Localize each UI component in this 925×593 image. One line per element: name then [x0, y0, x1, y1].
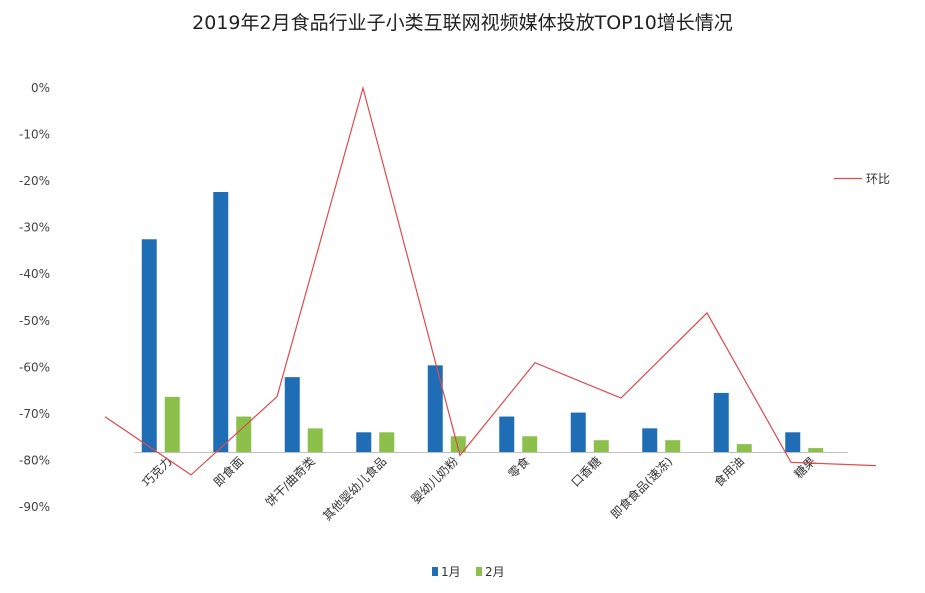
x-tick-label: 零食 — [505, 454, 533, 482]
bar-jan — [356, 432, 372, 452]
line-huanbi — [104, 85, 877, 476]
x-tick-label: 口香糖 — [568, 454, 604, 490]
bar-feb — [164, 396, 180, 452]
y-tick-label: -90% — [19, 500, 50, 514]
bar-jan — [213, 192, 229, 452]
bar-jan — [713, 392, 729, 452]
y-axis: 0% -10% -20% -30% -40% -50% -60% -70% -80% -90% — [19, 81, 50, 514]
bar-feb — [808, 448, 824, 452]
legend-label: 1月 — [441, 565, 461, 579]
bar-jan — [141, 239, 157, 452]
line-series — [104, 85, 877, 476]
bar-jan — [284, 377, 300, 452]
y-tick-label: -40% — [19, 267, 50, 281]
x-tick-label: 即食面 — [210, 454, 246, 490]
chart-title: 2019年2月食品行业子小类互联网视频媒体投放TOP10增长情况 — [192, 12, 733, 34]
x-tick-label: 其他婴幼儿食品 — [319, 454, 389, 524]
x-tick-label: 食用油 — [711, 454, 747, 490]
y-tick-label: 0% — [31, 81, 50, 95]
y-tick-label: -50% — [19, 314, 50, 328]
bar-jan — [642, 428, 658, 452]
legend-swatch-feb — [476, 567, 482, 576]
bar-feb — [665, 440, 681, 452]
y-tick-label: -70% — [19, 407, 50, 421]
bar-feb — [307, 428, 323, 452]
x-tick-label: 糖果 — [791, 454, 819, 482]
x-tick-label: 婴幼儿奶粉 — [409, 454, 461, 506]
x-tick-label: 巧克力 — [140, 454, 175, 489]
legend-bars[interactable]: 1月 2月 — [432, 565, 505, 579]
bar-feb — [379, 432, 395, 452]
legend-line[interactable]: 环比 — [834, 172, 890, 186]
y-tick-label: -20% — [19, 174, 50, 188]
legend-label: 2月 — [485, 565, 505, 579]
legend-label: 环比 — [866, 172, 890, 186]
legend-swatch-jan — [432, 567, 438, 576]
bar-jan — [785, 432, 801, 452]
x-tick-label: 饼干/曲奇类 — [263, 454, 318, 509]
bar-group — [141, 192, 824, 452]
x-axis: 巧克力 即食面 饼干/曲奇类 其他婴幼儿食品 婴幼儿奶粉 零食 口香糖 即食食品(速冻) 食用油… — [140, 454, 819, 524]
y-tick-label: -30% — [19, 221, 50, 235]
bar-feb — [736, 444, 752, 452]
x-tick-label: 即食食品(速冻) — [607, 454, 675, 522]
bar-jan — [499, 416, 515, 452]
y-tick-label: -60% — [19, 360, 50, 374]
y-tick-label: -10% — [19, 128, 50, 142]
bar-feb — [450, 436, 466, 452]
bar-feb — [593, 440, 609, 452]
bar-jan — [570, 412, 586, 452]
bar-feb — [236, 416, 252, 452]
bar-jan — [427, 365, 443, 452]
bar-feb — [522, 436, 538, 452]
y-tick-label: -80% — [19, 453, 50, 467]
